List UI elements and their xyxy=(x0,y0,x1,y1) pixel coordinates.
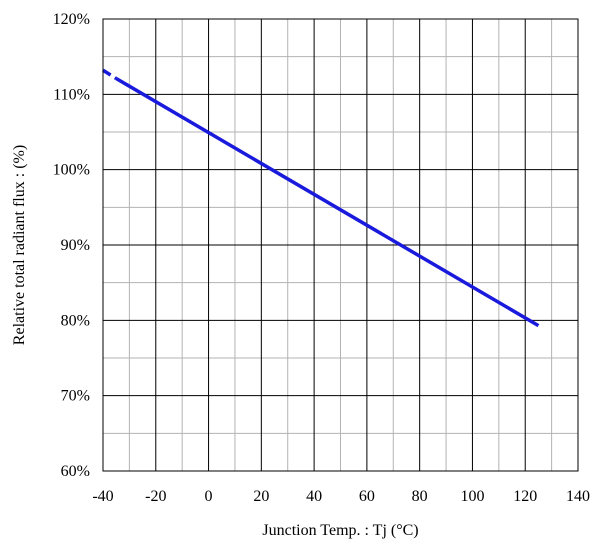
y-tick-label: 70% xyxy=(61,388,90,405)
y-tick-label: 100% xyxy=(53,162,90,179)
x-tick-label: 140 xyxy=(566,488,590,505)
y-tick-labels: 60% 70% 80% 90% 100% 110% 120% xyxy=(53,11,90,480)
series-layer xyxy=(102,68,540,328)
x-tick-label: 0 xyxy=(205,488,213,505)
y-tick-label: 80% xyxy=(61,312,90,329)
y-tick-label: 110% xyxy=(53,86,90,103)
x-tick-labels: -40 -20 0 20 40 60 80 100 120 140 xyxy=(92,488,590,505)
series-line-dashed xyxy=(102,68,118,80)
x-axis-title: Junction Temp. : Tj (°C) xyxy=(262,522,418,539)
y-tick-label: 60% xyxy=(61,463,90,480)
y-tick-label: 90% xyxy=(61,237,90,254)
series-line xyxy=(115,76,540,328)
x-tick-label: 40 xyxy=(306,488,322,505)
x-tick-label: 60 xyxy=(359,488,375,505)
y-axis-title: Relative total radiant flux : (%) xyxy=(11,145,28,345)
x-tick-label: -40 xyxy=(92,488,113,505)
x-tick-label: 100 xyxy=(460,488,484,505)
y-tick-label: 120% xyxy=(53,11,90,28)
x-tick-label: 80 xyxy=(412,488,428,505)
x-tick-label: 120 xyxy=(513,488,537,505)
x-tick-label: -20 xyxy=(145,488,166,505)
x-tick-label: 20 xyxy=(253,488,269,505)
plot-frame xyxy=(102,18,579,472)
